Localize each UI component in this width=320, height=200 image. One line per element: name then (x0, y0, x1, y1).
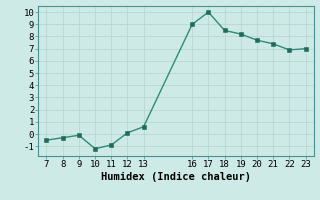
X-axis label: Humidex (Indice chaleur): Humidex (Indice chaleur) (101, 172, 251, 182)
